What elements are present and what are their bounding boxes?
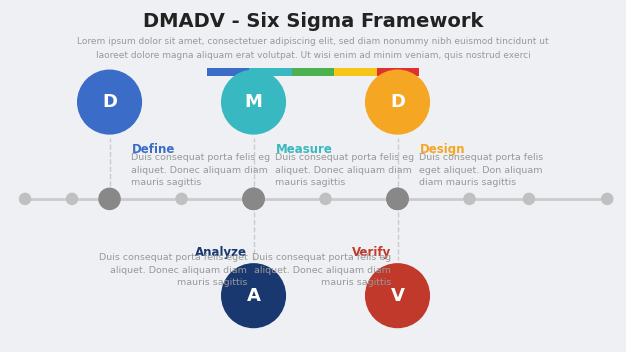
Ellipse shape: [319, 193, 332, 205]
Ellipse shape: [463, 193, 476, 205]
Ellipse shape: [77, 70, 142, 134]
Ellipse shape: [601, 193, 613, 205]
Text: Duis consequat porta felis eg
aliquet. Donec aliquam diam
mauris sagittis: Duis consequat porta felis eg aliquet. D…: [131, 153, 270, 187]
Text: laoreet dolore magna aliquam erat volutpat. Ut wisi enim ad minim veniam, quis n: laoreet dolore magna aliquam erat volutp…: [96, 51, 530, 60]
Text: Duis consequat porta felis eg
aliquet. Donec aliquam diam
mauris sagittis: Duis consequat porta felis eg aliquet. D…: [252, 253, 391, 288]
Bar: [334, 68, 377, 76]
Ellipse shape: [386, 188, 409, 210]
Text: Duis consequat porta felis
eget aliquet. Don aliquam
diam mauris sagittis: Duis consequat porta felis eget aliquet.…: [419, 153, 543, 187]
Bar: [249, 68, 292, 76]
Bar: [207, 68, 249, 76]
Ellipse shape: [221, 70, 286, 134]
Text: D: D: [102, 93, 117, 111]
Ellipse shape: [98, 188, 121, 210]
Text: Analyze: Analyze: [195, 246, 247, 259]
Text: Duis consequat porta felis eget
aliquet. Donec aliquam diam
mauris sagittis: Duis consequat porta felis eget aliquet.…: [98, 253, 247, 288]
Ellipse shape: [386, 188, 409, 210]
Ellipse shape: [242, 188, 265, 210]
Text: DMADV - Six Sigma Framework: DMADV - Six Sigma Framework: [143, 12, 483, 31]
Ellipse shape: [523, 193, 535, 205]
Text: M: M: [245, 93, 262, 111]
Text: Design: Design: [419, 143, 465, 156]
Text: D: D: [390, 93, 405, 111]
Ellipse shape: [365, 263, 430, 328]
Ellipse shape: [66, 193, 78, 205]
Ellipse shape: [242, 188, 265, 210]
Text: Verify: Verify: [352, 246, 391, 259]
Ellipse shape: [19, 193, 31, 205]
Ellipse shape: [175, 193, 188, 205]
Text: V: V: [391, 287, 404, 305]
Ellipse shape: [221, 263, 286, 328]
Text: Define: Define: [131, 143, 175, 156]
Bar: [377, 68, 419, 76]
Bar: [292, 68, 334, 76]
Text: Duis consequat porta felis eg
aliquet. Donec aliquam diam
mauris sagittis: Duis consequat porta felis eg aliquet. D…: [275, 153, 414, 187]
Text: Lorem ipsum dolor sit amet, consectetuer adipiscing elit, sed diam nonummy nibh : Lorem ipsum dolor sit amet, consectetuer…: [77, 37, 549, 46]
Ellipse shape: [365, 70, 430, 134]
Text: A: A: [247, 287, 260, 305]
Text: Measure: Measure: [275, 143, 332, 156]
